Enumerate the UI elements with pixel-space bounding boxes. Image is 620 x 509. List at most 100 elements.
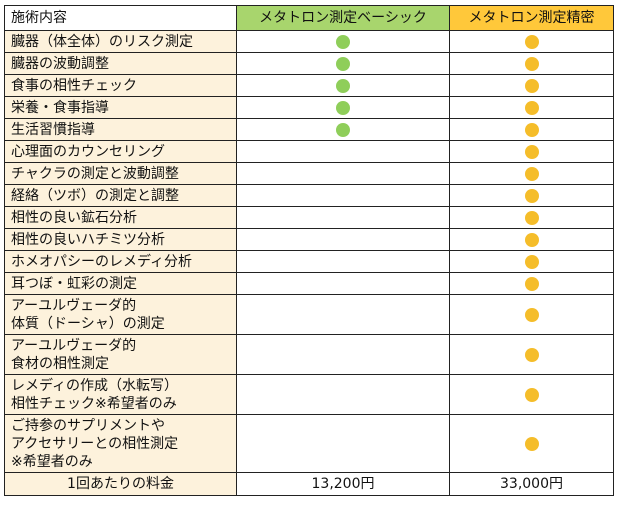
basic-plan-cell (236, 74, 450, 97)
treatment-label: 生活習慣指導 (4, 118, 237, 141)
included-yellow-dot-icon (524, 144, 539, 159)
precise-plan-cell (449, 294, 614, 335)
included-yellow-dot-icon (524, 34, 539, 49)
treatment-label: 栄養・食事指導 (4, 96, 237, 119)
price-comparison-table-container: 施術内容 メタトロン測定ベーシック メタトロン測定精密 臓器（体全体）のリスク測… (4, 5, 614, 496)
table-row: 臓器の波動調整 (4, 52, 614, 75)
treatment-label-line: ※希望者のみ (11, 453, 93, 470)
basic-plan-cell (236, 228, 450, 251)
treatment-label-line: 相性の良い鉱石分析 (11, 209, 137, 226)
included-yellow-dot-icon (524, 347, 539, 362)
precise-plan-cell (449, 414, 614, 473)
header-basic-plan: メタトロン測定ベーシック (236, 5, 450, 31)
treatment-label-line: 体質（ドーシャ）の測定 (11, 315, 165, 332)
treatment-label: ホメオパシーのレメディ分析 (4, 250, 237, 273)
table-row: チャクラの測定と波動調整 (4, 162, 614, 185)
precise-plan-cell (449, 206, 614, 229)
basic-plan-cell (236, 30, 450, 53)
table-header-row: 施術内容 メタトロン測定ベーシック メタトロン測定精密 (4, 5, 614, 31)
treatment-label-line: アーユルヴェーダ的 (11, 337, 137, 354)
included-yellow-dot-icon (524, 100, 539, 115)
precise-plan-cell (449, 334, 614, 375)
treatment-label: 心理面のカウンセリング (4, 140, 237, 163)
precise-plan-cell (449, 250, 614, 273)
basic-plan-cell (236, 206, 450, 229)
basic-plan-cell (236, 414, 450, 473)
table-row: ホメオパシーのレメディ分析 (4, 250, 614, 273)
table-row: 栄養・食事指導 (4, 96, 614, 119)
treatment-label: チャクラの測定と波動調整 (4, 162, 237, 185)
treatment-label-line: 相性の良いハチミツ分析 (11, 231, 165, 248)
basic-plan-cell (236, 294, 450, 335)
treatment-label-line: ご持参のサプリメントや (11, 417, 165, 434)
treatment-label-line: 心理面のカウンセリング (11, 143, 165, 160)
included-yellow-dot-icon (524, 232, 539, 247)
price-row: 1回あたりの料金 13,200円 33,000円 (4, 472, 614, 496)
header-precise-plan: メタトロン測定精密 (449, 5, 614, 31)
precise-plan-cell (449, 162, 614, 185)
included-yellow-dot-icon (524, 276, 539, 291)
treatment-label: 食事の相性チェック (4, 74, 237, 97)
basic-plan-cell (236, 162, 450, 185)
precise-plan-cell (449, 30, 614, 53)
treatment-label: アーユルヴェーダ的 体質（ドーシャ）の測定 (4, 294, 237, 335)
basic-plan-cell (236, 272, 450, 295)
precise-plan-cell (449, 74, 614, 97)
included-green-dot-icon (336, 34, 350, 49)
treatment-label: 相性の良いハチミツ分析 (4, 228, 237, 251)
precise-plan-cell (449, 228, 614, 251)
table-row: 心理面のカウンセリング (4, 140, 614, 163)
header-treatment-content: 施術内容 (4, 5, 237, 31)
included-yellow-dot-icon (524, 166, 539, 181)
basic-price: 13,200円 (236, 472, 450, 496)
basic-plan-cell (236, 118, 450, 141)
basic-plan-cell (236, 334, 450, 375)
price-label: 1回あたりの料金 (4, 472, 237, 496)
table-row: 相性の良い鉱石分析 (4, 206, 614, 229)
table-row: 経絡（ツボ）の測定と調整 (4, 184, 614, 207)
included-yellow-dot-icon (524, 307, 539, 322)
included-green-dot-icon (336, 122, 350, 137)
treatment-label-line: 耳つぼ・虹彩の測定 (11, 275, 137, 292)
table-row: アーユルヴェーダ的 体質（ドーシャ）の測定 (4, 294, 614, 335)
included-yellow-dot-icon (524, 436, 539, 451)
precise-plan-cell (449, 118, 614, 141)
precise-price: 33,000円 (449, 472, 614, 496)
precise-plan-cell (449, 140, 614, 163)
treatment-label-line: アクセサリーとの相性測定 (11, 435, 179, 452)
included-green-dot-icon (336, 56, 350, 71)
table-row: アーユルヴェーダ的 食材の相性測定 (4, 334, 614, 375)
included-yellow-dot-icon (524, 210, 539, 225)
table-row: 相性の良いハチミツ分析 (4, 228, 614, 251)
precise-plan-cell (449, 96, 614, 119)
treatment-label-line: 臓器（体全体）のリスク測定 (11, 33, 193, 50)
included-yellow-dot-icon (524, 78, 539, 93)
table-row: レメディの作成（水転写） 相性チェック※希望者のみ (4, 374, 614, 415)
treatment-label-line: チャクラの測定と波動調整 (11, 165, 179, 182)
included-green-dot-icon (336, 100, 350, 115)
table-row: 食事の相性チェック (4, 74, 614, 97)
treatment-label-line: 食材の相性測定 (11, 355, 109, 372)
treatment-label: 臓器（体全体）のリスク測定 (4, 30, 237, 53)
included-yellow-dot-icon (524, 387, 539, 402)
basic-plan-cell (236, 250, 450, 273)
basic-plan-cell (236, 140, 450, 163)
included-yellow-dot-icon (524, 56, 539, 71)
treatment-label: 耳つぼ・虹彩の測定 (4, 272, 237, 295)
table-row: ご持参のサプリメントや アクセサリーとの相性測定 ※希望者のみ (4, 414, 614, 473)
treatment-label-line: 栄養・食事指導 (11, 99, 109, 116)
basic-plan-cell (236, 184, 450, 207)
treatment-label: ご持参のサプリメントや アクセサリーとの相性測定 ※希望者のみ (4, 414, 237, 473)
treatment-label: アーユルヴェーダ的 食材の相性測定 (4, 334, 237, 375)
price-comparison-table: 施術内容 メタトロン測定ベーシック メタトロン測定精密 臓器（体全体）のリスク測… (4, 5, 614, 496)
treatment-label-line: 相性チェック※希望者のみ (11, 395, 177, 412)
treatment-label: 経絡（ツボ）の測定と調整 (4, 184, 237, 207)
included-green-dot-icon (336, 78, 350, 93)
treatment-label: レメディの作成（水転写） 相性チェック※希望者のみ (4, 374, 237, 415)
treatment-label-line: 食事の相性チェック (11, 77, 137, 94)
table-row: 耳つぼ・虹彩の測定 (4, 272, 614, 295)
treatment-label-line: 生活習慣指導 (11, 121, 95, 138)
treatment-label-line: ホメオパシーのレメディ分析 (11, 253, 193, 270)
included-yellow-dot-icon (524, 122, 539, 137)
treatment-label-line: 経絡（ツボ）の測定と調整 (11, 187, 179, 204)
